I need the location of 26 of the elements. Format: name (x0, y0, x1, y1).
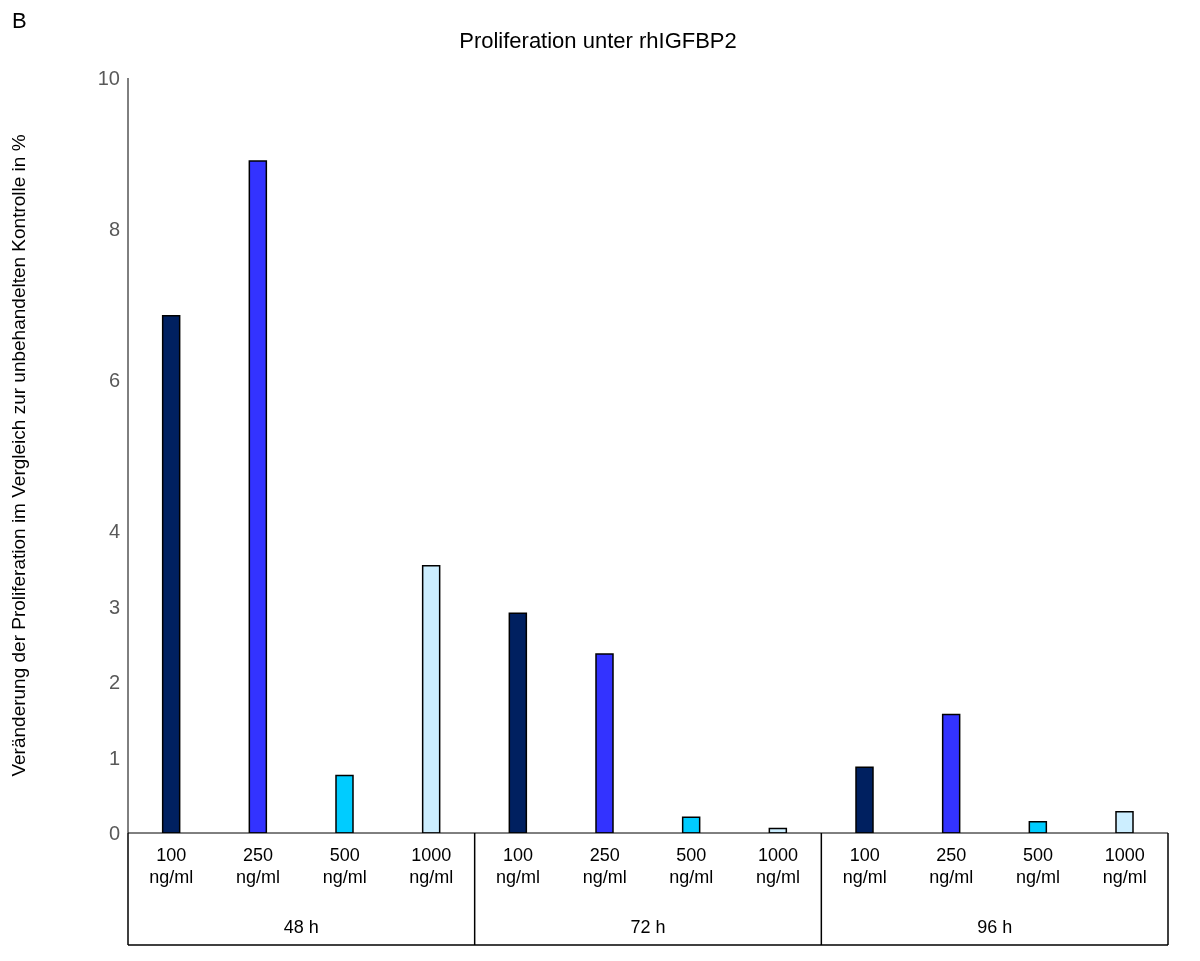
x-tick-label: 100 ng/ml (149, 845, 194, 887)
text: B (12, 8, 27, 34)
x-tick-label: 100 ng/ml (842, 845, 887, 887)
x-tick-label: 1000 ng/ml (409, 845, 454, 887)
y-tick-label: 0 (108, 822, 120, 845)
y-tick-label: 6 (108, 369, 120, 392)
chart-title: Proliferation unter rhIGFBP2 (459, 28, 737, 53)
y-tick-label: 2 (108, 671, 120, 694)
text: 48 h (283, 917, 319, 937)
text: 96 h (977, 917, 1013, 937)
y-tick-label: 3 (108, 595, 120, 618)
y-tick-label: 1 (108, 746, 120, 769)
x-tick-label: 500 ng/ml (322, 845, 367, 887)
y-tick-label: 10 (97, 67, 120, 90)
y-tick-label: 4 (108, 520, 120, 543)
x-tick-label: 250 ng/ml (235, 845, 281, 887)
x-tick-label: 1000 ng/ml (1102, 845, 1147, 887)
y-axis-title: Veränderung der Proliferation im Vergleich zur unbehandelten Kontrolle in % (7, 134, 29, 777)
x-tick-label: 250 ng/ml (582, 845, 627, 887)
x-tick-label: 1000 ng/ml (755, 845, 801, 887)
x-tick-label: 250 ng/ml (929, 845, 974, 887)
x-tick-label: 100 ng/ml (495, 845, 541, 887)
y-tick-label: 8 (108, 218, 120, 241)
x-tick-label: 500 ng/ml (669, 845, 714, 887)
x-tick-label: 500 ng/ml (1015, 845, 1061, 887)
text: 72 h (630, 917, 666, 937)
